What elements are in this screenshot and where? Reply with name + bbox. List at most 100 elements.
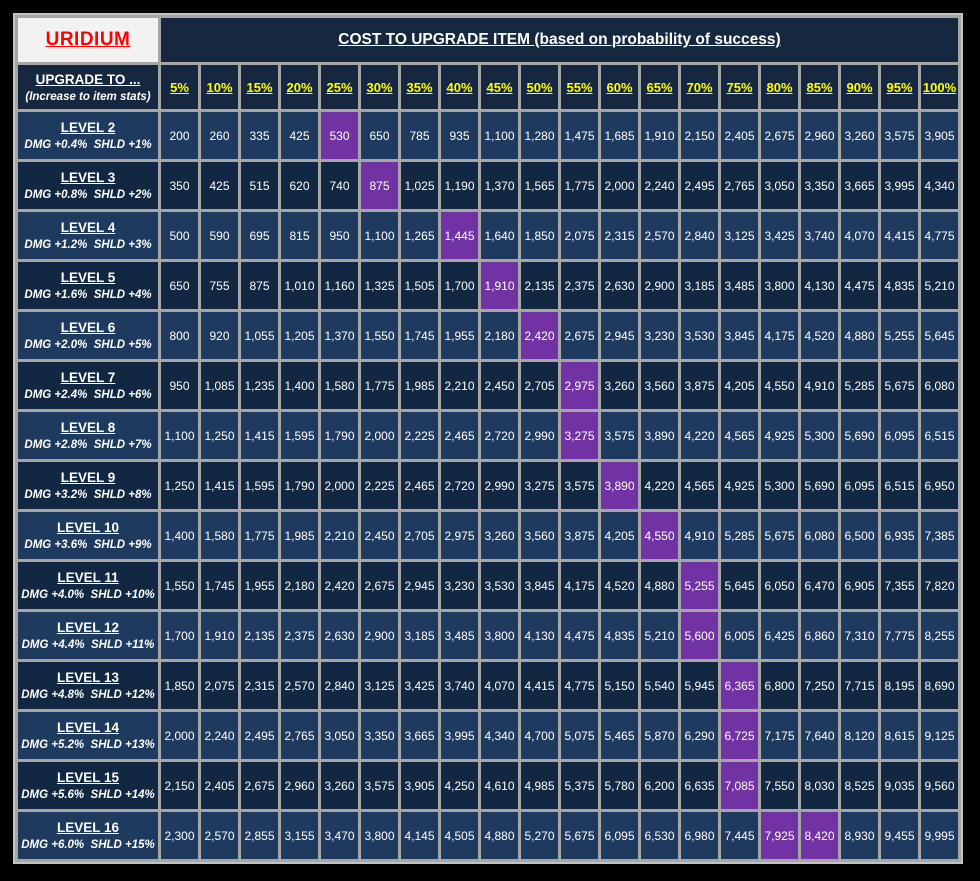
cost-cell-10-80%: 5,675 xyxy=(761,512,798,559)
cost-cell-11-45%: 3,530 xyxy=(481,562,518,609)
level-stats: DMG +4.8% SHLD +12% xyxy=(21,689,155,701)
cost-cell-16-35%: 4,145 xyxy=(401,812,438,859)
cost-cell-10-65%: 4,550 xyxy=(641,512,678,559)
cost-cell-12-75%: 6,005 xyxy=(721,612,758,659)
cost-cell-6-95%: 5,255 xyxy=(881,312,918,359)
cost-cell-5-5%: 650 xyxy=(161,262,198,309)
cost-cell-8-45%: 2,720 xyxy=(481,412,518,459)
cost-cell-12-90%: 7,310 xyxy=(841,612,878,659)
cost-cell-3-40%: 1,190 xyxy=(441,162,478,209)
cost-cell-11-50%: 3,845 xyxy=(521,562,558,609)
cost-cell-12-60%: 4,835 xyxy=(601,612,638,659)
level-label-cell: LEVEL 2 DMG +0.4% SHLD +1% xyxy=(18,112,158,159)
cost-cell-9-75%: 4,925 xyxy=(721,462,758,509)
cost-cell-13-40%: 3,740 xyxy=(441,662,478,709)
cost-cell-5-10%: 755 xyxy=(201,262,238,309)
cost-cell-2-95%: 3,575 xyxy=(881,112,918,159)
cost-cell-10-90%: 6,500 xyxy=(841,512,878,559)
cost-cell-6-30%: 1,550 xyxy=(361,312,398,359)
level-name: LEVEL 15 xyxy=(56,770,120,785)
col-header-10%: 10% xyxy=(201,65,238,109)
cost-cell-16-15%: 2,855 xyxy=(241,812,278,859)
cost-cell-3-5%: 350 xyxy=(161,162,198,209)
col-header-15%: 15% xyxy=(241,65,278,109)
col-header-35%: 35% xyxy=(401,65,438,109)
uridium-cost-table: URIDIUM COST TO UPGRADE ITEM (based on p… xyxy=(15,15,961,862)
cost-cell-16-40%: 4,505 xyxy=(441,812,478,859)
col-header-60%: 60% xyxy=(601,65,638,109)
cost-cell-2-5%: 200 xyxy=(161,112,198,159)
cost-cell-11-40%: 3,230 xyxy=(441,562,478,609)
cost-cell-2-25%: 530 xyxy=(321,112,358,159)
cost-cell-13-50%: 4,415 xyxy=(521,662,558,709)
cost-cell-8-25%: 1,790 xyxy=(321,412,358,459)
cost-cell-4-25%: 950 xyxy=(321,212,358,259)
cost-cell-14-75%: 6,725 xyxy=(721,712,758,759)
col-header-75%: 75% xyxy=(721,65,758,109)
cost-cell-11-65%: 4,880 xyxy=(641,562,678,609)
cost-cell-15-15%: 2,675 xyxy=(241,762,278,809)
cost-cell-3-35%: 1,025 xyxy=(401,162,438,209)
col-header-100%: 100% xyxy=(921,65,958,109)
cost-cell-14-70%: 6,290 xyxy=(681,712,718,759)
cost-cell-7-20%: 1,400 xyxy=(281,362,318,409)
cost-cell-8-20%: 1,595 xyxy=(281,412,318,459)
cost-cell-3-30%: 875 xyxy=(361,162,398,209)
cost-cell-2-85%: 2,960 xyxy=(801,112,838,159)
cost-cell-8-85%: 5,300 xyxy=(801,412,838,459)
cost-cell-3-55%: 1,775 xyxy=(561,162,598,209)
level-name: LEVEL 2 xyxy=(60,120,116,135)
cost-cell-14-65%: 5,870 xyxy=(641,712,678,759)
level-label-cell: LEVEL 13 DMG +4.8% SHLD +12% xyxy=(18,662,158,709)
cost-cell-13-80%: 6,800 xyxy=(761,662,798,709)
cost-cell-3-80%: 3,050 xyxy=(761,162,798,209)
col-header-25%: 25% xyxy=(321,65,358,109)
cost-cell-3-90%: 3,665 xyxy=(841,162,878,209)
cost-cell-5-15%: 875 xyxy=(241,262,278,309)
cost-cell-8-40%: 2,465 xyxy=(441,412,478,459)
cost-cell-16-90%: 8,930 xyxy=(841,812,878,859)
level-stats: DMG +1.6% SHLD +4% xyxy=(24,289,152,301)
cost-cell-3-85%: 3,350 xyxy=(801,162,838,209)
cost-cell-7-30%: 1,775 xyxy=(361,362,398,409)
col-header-85%: 85% xyxy=(801,65,838,109)
cost-cell-16-10%: 2,570 xyxy=(201,812,238,859)
cost-cell-8-95%: 6,095 xyxy=(881,412,918,459)
cost-cell-14-55%: 5,075 xyxy=(561,712,598,759)
cost-cell-11-10%: 1,745 xyxy=(201,562,238,609)
level-stats: DMG +2.4% SHLD +6% xyxy=(24,389,152,401)
cost-cell-8-55%: 3,275 xyxy=(561,412,598,459)
cost-cell-13-60%: 5,150 xyxy=(601,662,638,709)
cost-cell-3-75%: 2,765 xyxy=(721,162,758,209)
cost-cell-12-35%: 3,185 xyxy=(401,612,438,659)
cost-cell-6-65%: 3,230 xyxy=(641,312,678,359)
cost-cell-14-50%: 4,700 xyxy=(521,712,558,759)
cost-cell-16-25%: 3,470 xyxy=(321,812,358,859)
cost-cell-10-70%: 4,910 xyxy=(681,512,718,559)
cost-cell-14-15%: 2,495 xyxy=(241,712,278,759)
level-stats: DMG +4.0% SHLD +10% xyxy=(21,589,155,601)
cost-cell-2-100%: 3,905 xyxy=(921,112,958,159)
cost-cell-9-15%: 1,595 xyxy=(241,462,278,509)
level-label-cell: LEVEL 6 DMG +2.0% SHLD +5% xyxy=(18,312,158,359)
cost-cell-3-50%: 1,565 xyxy=(521,162,558,209)
level-name: LEVEL 7 xyxy=(60,370,116,385)
cost-cell-10-40%: 2,975 xyxy=(441,512,478,559)
cost-cell-6-75%: 3,845 xyxy=(721,312,758,359)
cost-cell-9-85%: 5,690 xyxy=(801,462,838,509)
cost-cell-9-55%: 3,575 xyxy=(561,462,598,509)
level-label-cell: LEVEL 5 DMG +1.6% SHLD +4% xyxy=(18,262,158,309)
cost-cell-15-50%: 4,985 xyxy=(521,762,558,809)
cost-cell-14-90%: 8,120 xyxy=(841,712,878,759)
cost-cell-12-40%: 3,485 xyxy=(441,612,478,659)
cost-cell-5-45%: 1,910 xyxy=(481,262,518,309)
cost-cell-3-10%: 425 xyxy=(201,162,238,209)
table-row-level-5: LEVEL 5 DMG +1.6% SHLD +4% 650 755 875 1,010 1… xyxy=(18,262,958,309)
cost-cell-6-20%: 1,205 xyxy=(281,312,318,359)
cost-cell-11-25%: 2,420 xyxy=(321,562,358,609)
cost-cell-14-60%: 5,465 xyxy=(601,712,638,759)
cost-cell-3-95%: 3,995 xyxy=(881,162,918,209)
cost-cell-16-80%: 7,925 xyxy=(761,812,798,859)
cost-cell-16-85%: 8,420 xyxy=(801,812,838,859)
cost-cell-7-85%: 4,910 xyxy=(801,362,838,409)
